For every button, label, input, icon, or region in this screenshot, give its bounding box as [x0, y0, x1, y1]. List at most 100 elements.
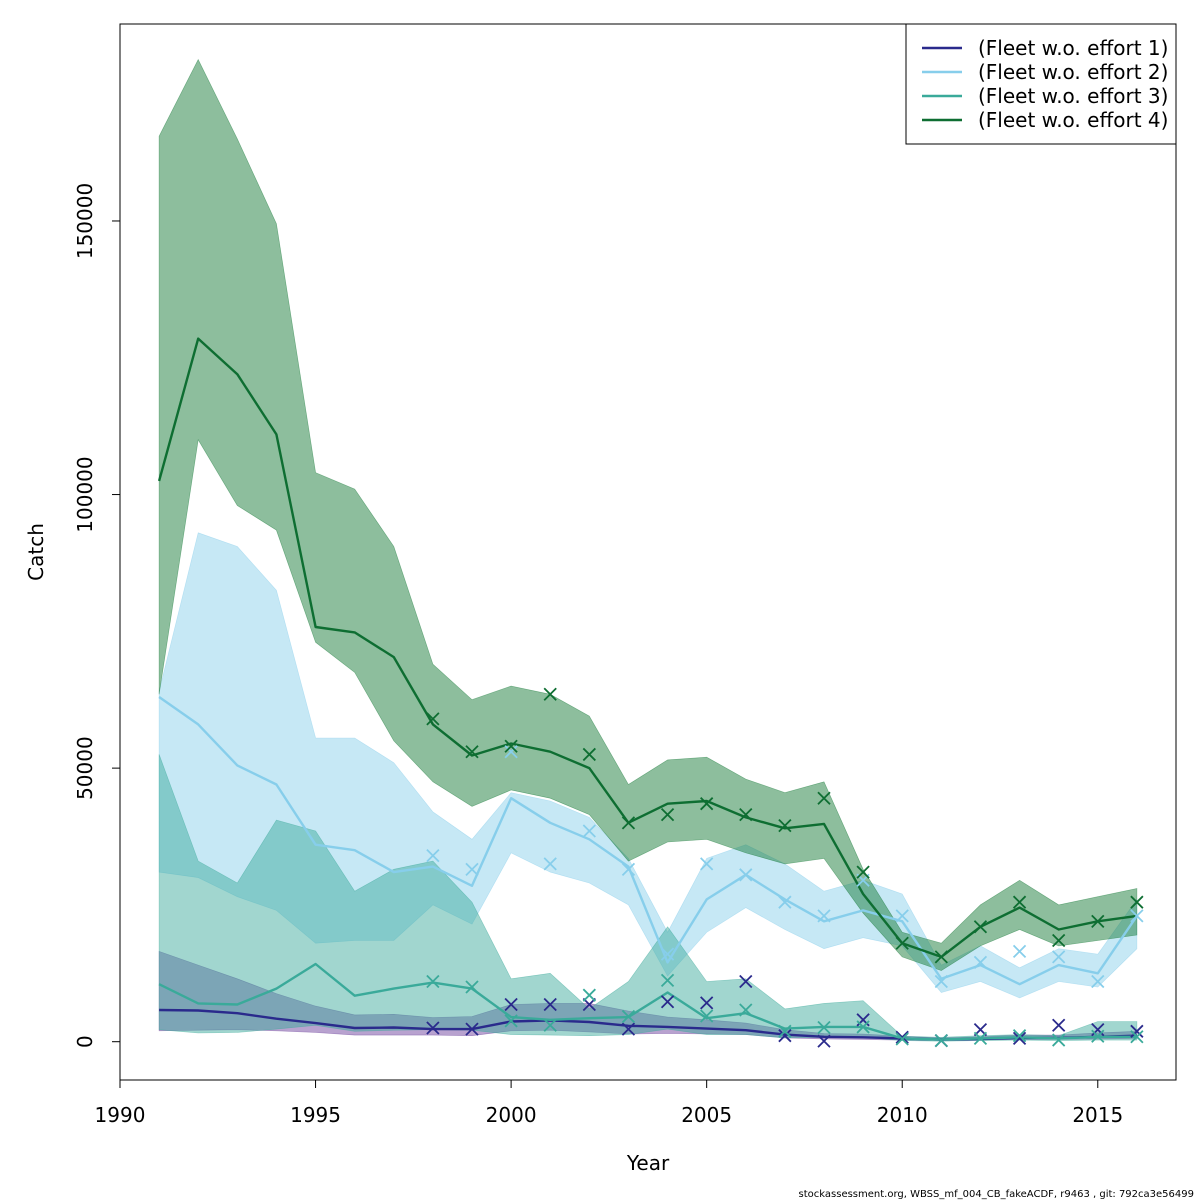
observation-marker — [856, 865, 870, 879]
observation-marker — [1012, 895, 1027, 909]
observation-marker — [621, 1022, 636, 1036]
observation-marker — [700, 857, 714, 871]
x-tick-label: 2015 — [1072, 1103, 1123, 1127]
x-tick-label: 2000 — [486, 1103, 537, 1127]
observation-marker — [739, 1003, 753, 1017]
observation-marker — [465, 745, 479, 759]
observation-marker — [1012, 1029, 1027, 1043]
observation-marker — [1052, 950, 1066, 964]
observation-marker — [856, 1020, 870, 1034]
observation-marker — [973, 920, 988, 934]
observation-marker — [504, 745, 518, 759]
observation-marker — [1091, 974, 1105, 989]
observation-marker — [934, 974, 948, 989]
observation-marker — [895, 936, 909, 950]
observation-marker — [660, 947, 675, 961]
observation-marker — [817, 791, 831, 805]
fit-lines — [157, 337, 1138, 1041]
observation-marker — [778, 1029, 792, 1043]
observation-marker — [543, 687, 557, 701]
observation-marker — [660, 807, 675, 822]
x-tick-label: 2005 — [681, 1103, 732, 1127]
observation-marker — [621, 862, 636, 876]
y-tick-label: 150000 — [73, 183, 97, 259]
observation-marker — [817, 909, 831, 923]
observation-marker — [1012, 1031, 1027, 1046]
observation-marker — [426, 849, 440, 863]
observation-marker — [895, 1032, 909, 1046]
observation-marker — [700, 996, 714, 1010]
legend-label-3: (Fleet w.o. effort 3) — [978, 84, 1168, 108]
observation-marker — [1091, 1029, 1105, 1043]
x-tick-label: 1990 — [95, 1103, 146, 1127]
observation-marker — [700, 797, 714, 811]
y-axis-title: Catch — [24, 523, 48, 581]
observation-marker — [778, 895, 792, 909]
observation-marker — [895, 909, 909, 923]
observation-marker — [426, 712, 440, 726]
observation-marker — [543, 1018, 557, 1032]
observation-marker — [582, 747, 596, 762]
observation-marker — [426, 1021, 440, 1035]
observation-markers — [426, 687, 1144, 1048]
observation-marker — [1091, 1023, 1105, 1037]
x-tick-label: 1995 — [290, 1103, 341, 1127]
x-axis: 1990 1995 2000 2005 2010 2015 — [95, 1079, 1123, 1127]
observation-marker — [895, 1030, 909, 1044]
observation-marker — [465, 862, 479, 876]
observation-marker — [1052, 1033, 1066, 1047]
observation-marker — [1130, 1024, 1144, 1038]
legend-box — [905, 23, 1177, 145]
fit-line-2 — [158, 696, 1138, 986]
observation-marker — [621, 816, 636, 830]
observation-marker — [465, 980, 479, 994]
observation-marker — [1130, 909, 1144, 923]
observation-marker — [543, 997, 557, 1012]
observation-marker — [1012, 944, 1027, 959]
observation-marker — [621, 1009, 636, 1024]
x-tick-label: 2010 — [877, 1103, 928, 1127]
legend-label-4: (Fleet w.o. effort 4) — [978, 108, 1168, 132]
observation-marker — [700, 1009, 714, 1023]
observation-marker — [739, 974, 753, 989]
confidence-bands — [158, 58, 1138, 1042]
observation-marker — [739, 868, 753, 882]
observation-marker — [582, 824, 596, 838]
y-tick-label: 100000 — [73, 456, 97, 532]
y-axis: 0 50000 100000 150000 — [73, 183, 121, 1048]
observation-marker — [739, 807, 753, 822]
footer-note: stockassessment.org, WBSS_mf_004_CB_fake… — [799, 1189, 1194, 1200]
observation-marker — [504, 997, 518, 1012]
observation-marker — [973, 955, 988, 969]
y-tick-label: 50000 — [73, 736, 97, 800]
observation-marker — [778, 818, 792, 833]
observation-marker — [582, 997, 596, 1012]
observation-marker — [817, 1034, 831, 1048]
observation-marker — [934, 1033, 948, 1048]
observation-marker — [1052, 1018, 1066, 1032]
fit-line-4 — [157, 337, 1138, 959]
observation-marker — [934, 950, 948, 964]
observation-marker — [504, 739, 518, 753]
observation-marker — [778, 1024, 792, 1038]
observation-marker — [660, 973, 675, 988]
confidence-band-2 — [158, 532, 1138, 999]
observation-marker — [465, 1022, 479, 1036]
observation-marker — [973, 1031, 988, 1046]
observation-marker — [504, 1014, 518, 1028]
observation-marker — [817, 1020, 831, 1035]
observation-marker — [1091, 914, 1105, 928]
observation-marker — [426, 974, 440, 989]
fit-line-3 — [158, 962, 1137, 1041]
legend: (Fleet w.o. effort 1) (Fleet w.o. effort … — [905, 23, 1177, 145]
confidence-band-4 — [158, 58, 1138, 971]
observation-marker — [543, 857, 557, 871]
x-axis-title: Year — [626, 1151, 670, 1175]
observation-marker — [1130, 1030, 1144, 1044]
observation-marker — [1130, 895, 1144, 909]
legend-label-1: (Fleet w.o. effort 1) — [978, 36, 1168, 60]
observation-marker — [1052, 933, 1066, 948]
y-tick-label: 0 — [73, 1035, 97, 1048]
